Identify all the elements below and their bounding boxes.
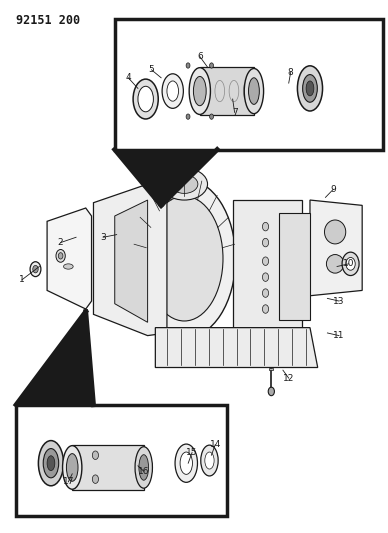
Text: 12: 12 xyxy=(283,374,294,383)
Polygon shape xyxy=(233,200,302,328)
Text: 7: 7 xyxy=(232,108,237,117)
Circle shape xyxy=(33,265,38,273)
Text: 11: 11 xyxy=(333,331,345,340)
Circle shape xyxy=(92,475,99,483)
Circle shape xyxy=(58,253,63,259)
Circle shape xyxy=(56,249,65,262)
Text: 2: 2 xyxy=(58,238,63,247)
Circle shape xyxy=(342,252,359,276)
Ellipse shape xyxy=(161,168,208,200)
Polygon shape xyxy=(16,312,94,405)
Text: 1: 1 xyxy=(19,275,25,284)
Circle shape xyxy=(186,63,190,68)
Circle shape xyxy=(262,222,268,231)
Circle shape xyxy=(262,289,268,297)
Ellipse shape xyxy=(244,68,263,114)
Polygon shape xyxy=(279,213,310,320)
Circle shape xyxy=(92,451,99,459)
Text: 5: 5 xyxy=(149,66,154,74)
Ellipse shape xyxy=(133,179,236,338)
Circle shape xyxy=(262,257,268,265)
Circle shape xyxy=(30,262,41,277)
Circle shape xyxy=(262,305,268,313)
Polygon shape xyxy=(155,328,318,368)
Polygon shape xyxy=(94,184,167,336)
Ellipse shape xyxy=(43,449,59,478)
Circle shape xyxy=(268,387,274,395)
Text: 8: 8 xyxy=(288,68,294,77)
Ellipse shape xyxy=(306,81,314,96)
Text: 3: 3 xyxy=(100,233,106,242)
Ellipse shape xyxy=(175,444,197,482)
Polygon shape xyxy=(200,67,254,115)
Text: 4: 4 xyxy=(125,73,131,82)
Ellipse shape xyxy=(133,79,158,119)
Ellipse shape xyxy=(66,454,78,481)
Polygon shape xyxy=(72,445,144,490)
Ellipse shape xyxy=(201,445,218,476)
Polygon shape xyxy=(269,368,273,370)
Ellipse shape xyxy=(205,452,214,469)
Ellipse shape xyxy=(47,456,55,471)
Circle shape xyxy=(262,238,268,247)
Ellipse shape xyxy=(64,264,73,269)
Ellipse shape xyxy=(162,74,184,108)
Text: 17: 17 xyxy=(62,478,74,486)
Polygon shape xyxy=(310,200,362,296)
Circle shape xyxy=(210,63,213,68)
Text: 16: 16 xyxy=(138,467,149,475)
Ellipse shape xyxy=(167,81,178,101)
Text: 15: 15 xyxy=(186,448,198,457)
Ellipse shape xyxy=(326,255,344,273)
Ellipse shape xyxy=(189,68,210,115)
Ellipse shape xyxy=(139,455,149,480)
Text: 10: 10 xyxy=(343,260,354,268)
Ellipse shape xyxy=(324,220,346,244)
Text: 14: 14 xyxy=(210,440,221,449)
Bar xyxy=(16,405,227,516)
Text: 13: 13 xyxy=(333,296,345,305)
Polygon shape xyxy=(115,150,217,205)
Ellipse shape xyxy=(62,446,82,489)
Ellipse shape xyxy=(248,78,259,104)
Ellipse shape xyxy=(135,447,152,488)
Text: 6: 6 xyxy=(197,52,203,61)
Ellipse shape xyxy=(171,175,198,193)
Ellipse shape xyxy=(298,66,322,111)
Circle shape xyxy=(346,257,355,270)
Ellipse shape xyxy=(180,452,192,474)
Text: 9: 9 xyxy=(330,185,336,194)
Ellipse shape xyxy=(146,196,223,321)
Text: 92151 200: 92151 200 xyxy=(16,14,80,27)
Ellipse shape xyxy=(194,76,206,106)
Circle shape xyxy=(210,114,213,119)
Ellipse shape xyxy=(303,75,317,102)
Polygon shape xyxy=(115,200,147,322)
Circle shape xyxy=(186,114,190,119)
Bar xyxy=(115,19,383,150)
Polygon shape xyxy=(47,208,92,309)
Circle shape xyxy=(262,273,268,281)
Ellipse shape xyxy=(38,441,64,486)
Ellipse shape xyxy=(138,86,153,112)
